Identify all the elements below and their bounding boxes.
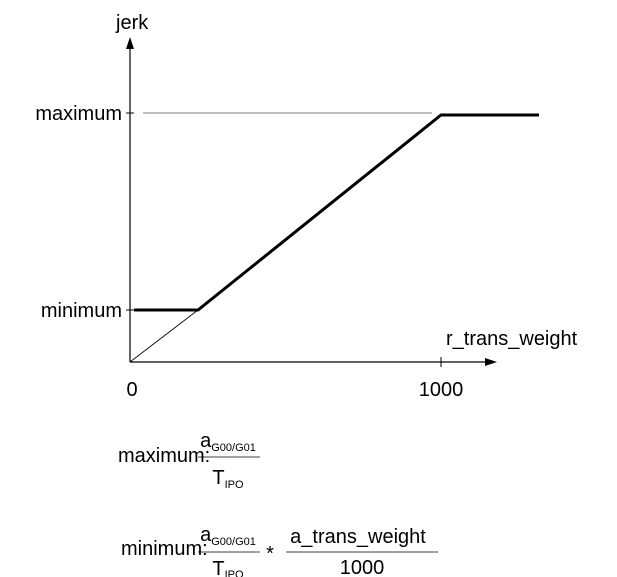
formula-minimum-operator: *	[266, 543, 274, 565]
x-tick-label-1000: 1000	[419, 379, 464, 401]
formula-minimum-numerator: aG00/G01	[200, 524, 256, 548]
x-axis-label: r_trans_weight	[446, 328, 578, 350]
axes	[126, 37, 497, 366]
jerk-curve	[134, 113, 539, 312]
ticks	[126, 112, 442, 367]
formula-maximum: maximum: aG00/G01 TIPO	[118, 430, 260, 491]
y-axis-label: jerk	[115, 12, 149, 34]
y-axis-arrowhead	[126, 37, 134, 49]
x-tick-label-0: 0	[126, 379, 137, 401]
origin-diagonal-line	[129, 309, 199, 363]
formula-maximum-numerator: aG00/G01	[200, 430, 256, 454]
formula-minimum: minimum: aG00/G01 TIPO * a_trans_weight …	[121, 524, 438, 577]
formula-minimum-denominator: TIPO	[212, 558, 244, 577]
y-tick-label-minimum: minimum	[41, 300, 122, 322]
formula-maximum-label: maximum:	[118, 445, 210, 467]
formula-minimum-label: minimum:	[121, 538, 208, 560]
formula-minimum-numerator2: a_trans_weight	[290, 526, 426, 548]
formula-minimum-denominator2: 1000	[340, 557, 385, 577]
x-axis-arrowhead	[485, 358, 497, 366]
y-tick-label-maximum: maximum	[35, 103, 122, 125]
formula-maximum-denominator: TIPO	[212, 467, 244, 491]
